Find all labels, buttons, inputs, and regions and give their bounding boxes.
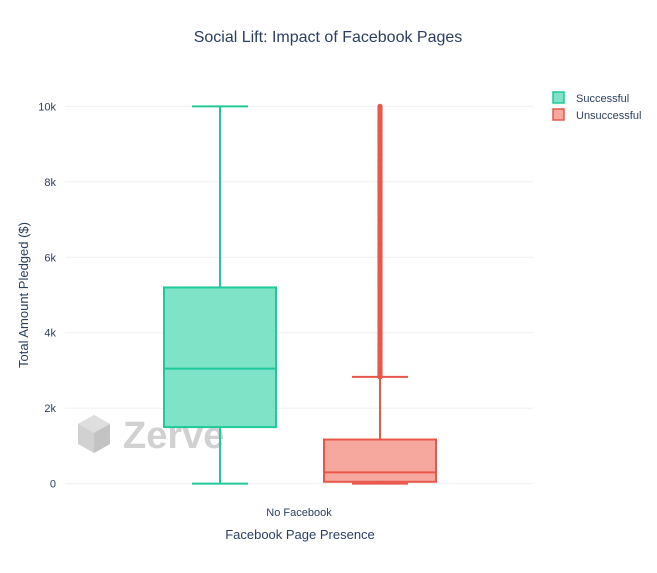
legend-swatch xyxy=(552,91,565,104)
interquartile-box xyxy=(163,286,277,429)
outlier-point xyxy=(377,374,383,380)
box-unsuccessful[interactable] xyxy=(323,103,437,485)
y-tick-label: 2k xyxy=(44,403,56,415)
legend-item-successful[interactable]: Successful xyxy=(552,91,629,105)
x-axis-ticks: No Facebook xyxy=(266,507,332,519)
cube-logo-icon xyxy=(78,415,110,453)
legend[interactable]: Successful Unsuccessful xyxy=(552,91,641,122)
outlier-points xyxy=(377,103,383,380)
box-successful[interactable] xyxy=(163,105,277,485)
y-tick-label: 8k xyxy=(44,177,56,189)
gridlines xyxy=(65,105,533,485)
y-tick-label: 0 xyxy=(50,479,56,491)
legend-item-unsuccessful[interactable]: Unsuccessful xyxy=(552,108,641,122)
x-axis-title: Facebook Page Presence xyxy=(225,527,375,542)
legend-swatch xyxy=(552,108,565,121)
chart-title: Social Lift: Impact of Facebook Pages xyxy=(194,29,463,46)
y-axis-title: Total Amount Pledged ($) xyxy=(16,222,31,368)
box-plots xyxy=(163,103,437,485)
legend-label: Successful xyxy=(576,93,629,105)
legend-label: Unsuccessful xyxy=(576,110,641,122)
y-tick-label: 6k xyxy=(44,252,56,264)
x-tick-label: No Facebook xyxy=(266,507,332,519)
y-tick-label: 4k xyxy=(44,328,56,340)
y-axis-ticks: 0 2k 4k 6k 8k 10k xyxy=(38,101,56,490)
y-tick-label: 10k xyxy=(38,101,56,113)
interquartile-box xyxy=(323,438,437,483)
